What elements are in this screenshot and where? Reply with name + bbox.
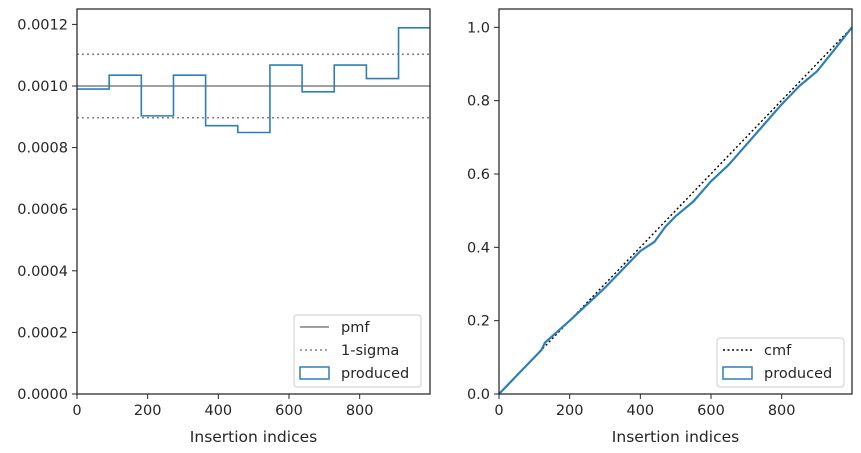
x-axis-label: Insertion indices (190, 428, 317, 446)
y-tick-label: 0.4 (467, 240, 490, 256)
legend-label: produced (341, 366, 409, 382)
legend-produced-swatch (722, 366, 753, 380)
x-tick-label: 0 (494, 403, 503, 419)
x-tick-label: 800 (768, 403, 796, 419)
legend: cmf produced (716, 337, 845, 388)
y-tick-label: 0.8 (467, 94, 490, 110)
histogram-panel: 0 200 400 600 800 0.0000 0.0002 0.0004 0.0006 0.0… (17, 8, 431, 446)
y-tick-label: 0.0004 (17, 264, 68, 280)
y-tick-label: 0.0008 (17, 141, 68, 157)
x-tick-label: 400 (204, 403, 232, 419)
legend-label: pmf (341, 320, 370, 336)
x-tick-label: 200 (134, 403, 162, 419)
y-tick-label: 0.0002 (17, 325, 68, 341)
x-tick-label: 800 (346, 403, 374, 419)
y-tick-label: 0.0012 (17, 17, 68, 33)
y-tick-label: 0.0 (467, 387, 490, 403)
legend-produced-swatch (299, 366, 330, 380)
x-tick-label: 0 (72, 403, 81, 419)
produced-cumulative-line (498, 26, 853, 395)
legend-box (293, 314, 422, 388)
legend: pmf 1-sigma produced (293, 314, 422, 388)
x-tick-label: 200 (556, 403, 584, 419)
y-tick-label: 0.0006 (17, 202, 68, 218)
y-tick-label: 0.0000 (17, 387, 68, 403)
y-tick-label: 1.0 (467, 20, 490, 36)
axes-frame (498, 8, 853, 395)
x-tick-label: 400 (626, 403, 654, 419)
cdf-panel: 0 200 400 600 800 0.0 0.2 0.4 0.6 0.8 1.0 Insertion… (467, 8, 853, 446)
y-tick-label: 0.0010 (17, 79, 68, 95)
x-tick-label: 600 (275, 403, 303, 419)
y-tick-label: 0.2 (467, 314, 490, 330)
legend-label: cmf (764, 343, 792, 359)
x-tick-label: 600 (697, 403, 725, 419)
cmf-line (498, 26, 853, 395)
legend-label: produced (764, 366, 832, 382)
x-axis-label: Insertion indices (612, 428, 739, 446)
axes-frame (76, 8, 431, 395)
y-tick-label: 0.6 (467, 167, 490, 183)
legend-box (716, 337, 845, 388)
legend-label: 1-sigma (341, 343, 399, 359)
produced-histogram (77, 26, 430, 134)
